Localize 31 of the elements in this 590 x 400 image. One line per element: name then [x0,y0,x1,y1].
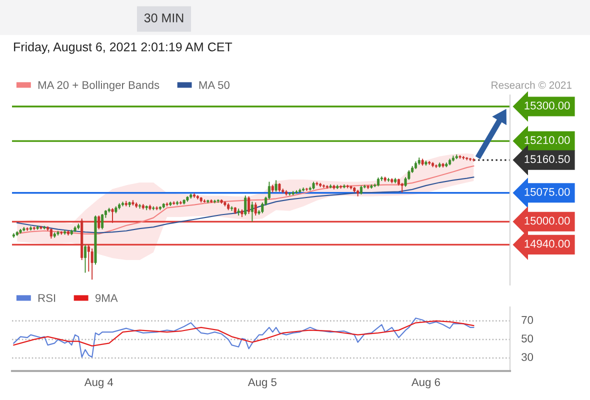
x-tick-label: Aug 4 [84,378,114,388]
candlestick [98,215,100,230]
text: Research © 2021 [492,81,572,89]
legend-label: MA 20 + Bollinger Bands [38,80,160,92]
candlestick [244,195,247,216]
candlestick [274,180,278,192]
legend-label: MA 50 [199,81,230,89]
candlestick [50,228,52,240]
candlestick [400,182,404,193]
legend-label: RSI [38,294,56,302]
ref-line-label: 14940.00 [524,240,570,248]
candlestick [84,244,87,274]
candlestick [101,214,104,230]
candlestick [111,208,114,224]
ref-line-label: 30 [522,353,534,361]
text: 30 MIN [144,14,184,22]
candlestick [90,248,94,280]
ref-line-label: 15160.50 [524,155,570,164]
x-tick-label: Aug 6 [411,378,440,388]
ref-line-label: 15075.00 [524,188,570,196]
ref-line-label: 50 [522,334,534,342]
candlestick [248,196,250,214]
ref-line-label: 15210.00 [524,136,570,144]
chart-subtitle: Friday, August 6, 2021 2:01:19 AM CET [14,42,232,54]
ref-line-label: 15000.00 [524,216,570,225]
ref-line-label: 15300.00 [524,102,570,110]
x-tick-label: Aug 5 [248,378,276,388]
candlestick [250,201,254,222]
ref-line-label: 70 [522,316,534,324]
candlestick [254,202,257,216]
legend-label: 9MA [95,294,118,302]
